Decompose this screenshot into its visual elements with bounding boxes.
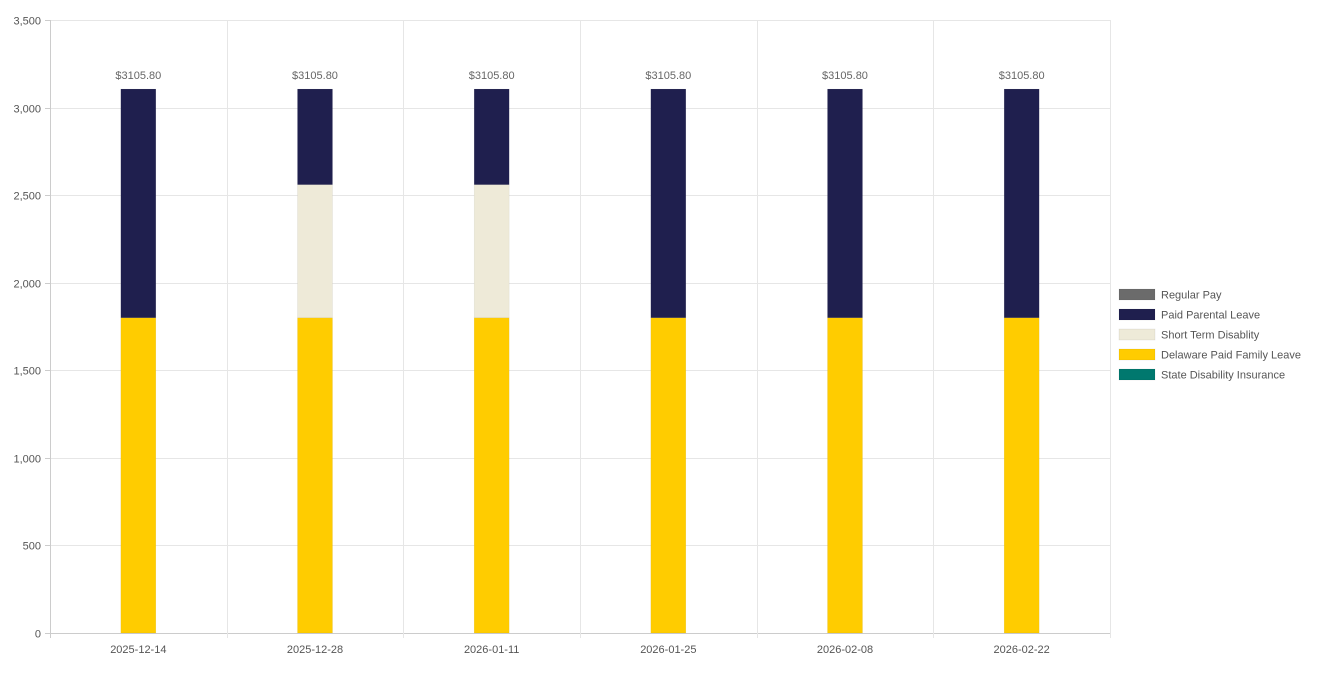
bar-series — [120, 88, 1040, 634]
total-labels: $3105.80 $3105.80 $3105.80 $3105.80 $3105.80… — [115, 70, 1044, 82]
legend-label: State Disability Insurance — [1161, 370, 1285, 382]
bar-total-label: $3105.80 — [822, 70, 868, 82]
bar-segment-paid-parental-leave — [297, 88, 333, 185]
bar-segment-paid-parental-leave — [120, 88, 157, 318]
legend-label: Regular Pay — [1161, 290, 1222, 302]
y-tick-label: 500 — [23, 541, 41, 553]
y-tick-label: 3,500 — [13, 16, 41, 28]
bar-segment-delaware-paid-family-leave — [827, 317, 863, 634]
bar-segment-paid-parental-leave — [473, 88, 510, 185]
bar-segment-paid-parental-leave — [1003, 88, 1040, 318]
bar-segment-delaware-paid-family-leave — [1003, 317, 1040, 634]
axes: 0 500 1,000 1,500 2,000 2,500 3,000 3,500 2025-1… — [13, 16, 1049, 657]
y-tick-label: 1,500 — [13, 366, 41, 378]
legend-label: Delaware Paid Family Leave — [1161, 350, 1301, 362]
bar-segment-delaware-paid-family-leave — [120, 317, 157, 634]
bar-segment-delaware-paid-family-leave — [297, 317, 333, 634]
y-tick-label: 1,000 — [13, 454, 41, 466]
x-tick-label: 2026-02-22 — [994, 644, 1050, 656]
legend-swatch — [1118, 368, 1156, 381]
bar-total-label: $3105.80 — [999, 70, 1045, 82]
x-tick-label: 2026-01-25 — [640, 644, 696, 656]
y-tick-label: 0 — [35, 629, 41, 641]
legend-label: Paid Parental Leave — [1161, 310, 1260, 322]
bar-total-label: $3105.80 — [469, 70, 515, 82]
bar-segment-delaware-paid-family-leave — [473, 317, 510, 634]
bar-segment-short-term-disablity — [297, 184, 333, 318]
x-tick-label: 2025-12-14 — [110, 644, 166, 656]
y-tick-label: 3,000 — [13, 104, 41, 116]
x-tick-label: 2025-12-28 — [287, 644, 343, 656]
bar-total-label: $3105.80 — [292, 70, 338, 82]
x-tick-label: 2026-01-11 — [464, 644, 519, 656]
legend-swatch — [1118, 288, 1156, 301]
bar-total-label: $3105.80 — [645, 70, 691, 82]
y-tick-label: 2,000 — [13, 279, 41, 291]
bar-segment-paid-parental-leave — [650, 88, 687, 318]
bar-segment-short-term-disablity — [473, 184, 510, 318]
legend-swatch — [1118, 308, 1156, 321]
grid-lines — [50, 20, 1111, 638]
legend-label: Short Term Disablity — [1161, 330, 1260, 342]
bar-segment-delaware-paid-family-leave — [650, 317, 687, 634]
bar-total-label: $3105.80 — [115, 70, 161, 82]
y-tick-label: 2,500 — [13, 191, 41, 203]
legend: Regular Pay Paid Parental Leave Short Term… — [1118, 288, 1301, 382]
x-tick-label: 2026-02-08 — [817, 644, 873, 656]
legend-swatch — [1118, 328, 1156, 341]
legend-swatch — [1118, 348, 1156, 361]
bar-segment-paid-parental-leave — [827, 88, 863, 318]
